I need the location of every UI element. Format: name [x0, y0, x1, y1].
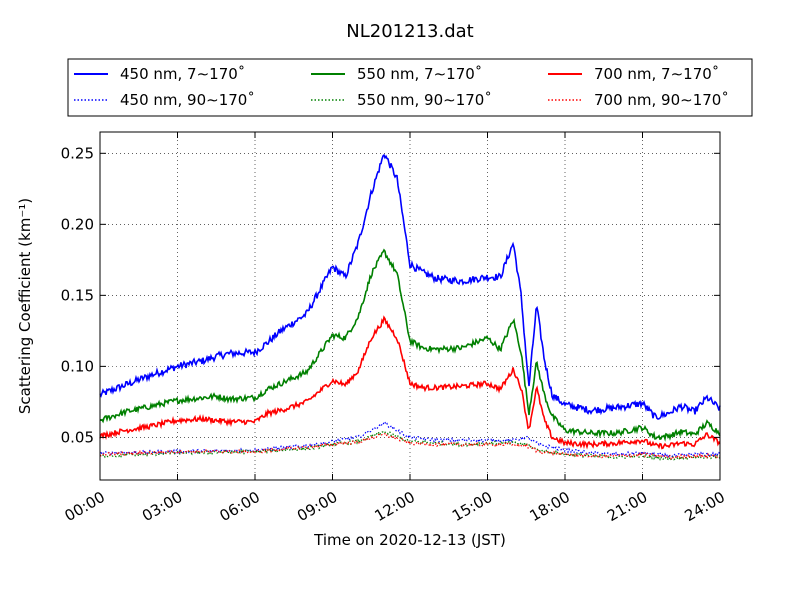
series-2: [99, 248, 721, 442]
x-tick-label: 00:00: [62, 488, 108, 525]
x-tick-label: 18:00: [527, 488, 573, 525]
y-tick-label: 0.10: [61, 357, 94, 375]
series-layer: [99, 153, 721, 462]
x-tick-label: 21:00: [604, 488, 650, 525]
legend-box: [67, 58, 753, 117]
x-tick-label: 15:00: [449, 488, 495, 525]
x-axis-label: Time on 2020-12-13 (JST): [313, 531, 506, 549]
series-4: [99, 420, 721, 460]
x-tick-label: 03:00: [139, 488, 185, 525]
series-line: [99, 315, 721, 450]
chart-title: NL201213.dat: [346, 21, 473, 42]
y-axis-label: Scattering Coefficient (km⁻¹): [16, 198, 34, 414]
series-1: [99, 153, 721, 420]
y-tick-label: 0.15: [61, 286, 94, 304]
series-3: [99, 315, 721, 450]
x-tick-label: 09:00: [294, 488, 340, 525]
x-tick-label: 24:00: [682, 488, 728, 525]
series-line: [99, 248, 721, 442]
series-line: [99, 420, 721, 460]
x-axis: 00:00 03:00 06:00 09:00 12:00 15:00 18:00 21:00…: [62, 132, 728, 525]
gridlines: [100, 132, 720, 480]
legend: 450 nm, 7∼170˚ 550 nm, 7∼170˚ 700 nm, 7∼17…: [67, 58, 753, 117]
y-tick-label: 0.25: [61, 144, 94, 162]
legend-label: 550 nm, 90∼170˚: [357, 91, 492, 109]
legend-label: 550 nm, 7∼170˚: [357, 65, 482, 83]
legend-label: 700 nm, 7∼170˚: [594, 65, 719, 83]
y-axis: 0.05 0.10 0.15 0.20 0.25: [61, 144, 720, 446]
y-tick-label: 0.20: [61, 215, 94, 233]
x-tick-label: 12:00: [372, 488, 418, 525]
series-line: [99, 153, 721, 420]
legend-label: 700 nm, 90∼170˚: [594, 91, 729, 109]
x-tick-label: 06:00: [217, 488, 263, 525]
legend-label: 450 nm, 90∼170˚: [120, 91, 255, 109]
legend-label: 450 nm, 7∼170˚: [120, 65, 245, 83]
y-tick-label: 0.05: [61, 428, 94, 446]
